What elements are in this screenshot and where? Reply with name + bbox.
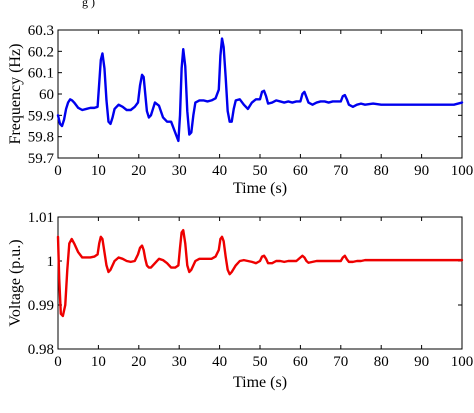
x-tick-label: 70 <box>333 354 348 370</box>
x-tick-label: 30 <box>172 354 187 370</box>
x-tick-label: 50 <box>253 163 268 179</box>
y-tick-label: 59.9 <box>28 108 54 124</box>
y-tick-label: 0.99 <box>28 298 54 314</box>
x-tick-label: 60 <box>293 354 308 370</box>
x-tick-label: 90 <box>414 354 429 370</box>
y-tick-label: 60 <box>39 87 54 103</box>
x-tick-label: 20 <box>131 354 146 370</box>
y-tick-label: 59.7 <box>28 151 55 167</box>
x-tick-label: 0 <box>54 163 62 179</box>
x-tick-label: 90 <box>414 163 429 179</box>
plot-frame <box>57 29 463 159</box>
x-tick-label: 50 <box>253 354 268 370</box>
y-axis-title: Frequency (Hz) <box>7 44 24 145</box>
y-tick-label: 60.2 <box>28 44 54 60</box>
frequency-chart: 0 10 20 30 40 50 60 70 80 90 100 59.7 59.8 59.9 60 60.1… <box>7 23 473 197</box>
x-tick-label: 80 <box>374 354 389 370</box>
x-tick-label: 30 <box>172 163 187 179</box>
x-tick-label: 10 <box>91 354 106 370</box>
x-tick-label: 70 <box>333 163 348 179</box>
x-tick-label: 80 <box>374 163 389 179</box>
y-tick-label: 1 <box>47 254 55 270</box>
series-line-0 <box>56 37 464 143</box>
voltage-chart: 0 10 20 30 40 50 60 70 80 90 100 0.98 0.99 1 1.01 Time … <box>7 210 473 391</box>
top-cropped-caption: g ) <box>82 0 95 9</box>
x-axis-title: Time (s) <box>233 374 287 391</box>
x-tick-label: 40 <box>212 354 227 370</box>
x-axis-title: Time (s) <box>233 180 287 197</box>
y-tick-label: 59.8 <box>28 130 54 146</box>
x-tick-label: 100 <box>451 354 474 370</box>
x-tick-label: 100 <box>451 163 474 179</box>
y-tick-label: 1.01 <box>28 210 54 226</box>
x-tick-label: 60 <box>293 163 308 179</box>
plot-frame <box>57 216 463 350</box>
x-tick-label: 10 <box>91 163 106 179</box>
y-tick-label: 60.3 <box>28 23 54 39</box>
x-tick-label: 0 <box>54 354 62 370</box>
x-tick-label: 20 <box>131 163 146 179</box>
y-tick-label: 0.98 <box>28 342 54 358</box>
y-axis-title: Voltage (p.u.) <box>7 239 24 326</box>
x-tick-label: 40 <box>212 163 227 179</box>
y-tick-label: 60.1 <box>28 66 54 82</box>
series-line-0 <box>56 228 464 318</box>
